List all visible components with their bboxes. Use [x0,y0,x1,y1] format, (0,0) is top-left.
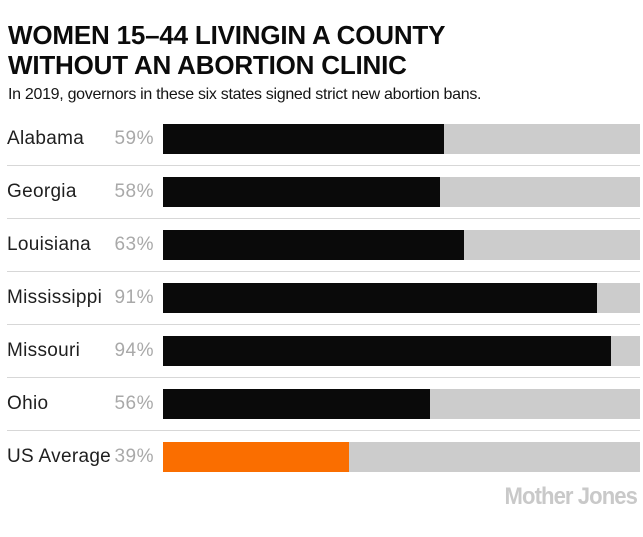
category-label: US Average [7,446,112,467]
category-label: Alabama [7,127,85,149]
chart-row: Missouri 94% [7,324,640,377]
bar-track [163,177,640,207]
bar-track [163,283,640,313]
bar-fill [163,336,612,366]
chart-card: WOMEN 15–44 LIVINGIN A COUNTY WITHOUT AN… [0,0,643,510]
chart-subtitle: In 2019, governors in these six states s… [8,86,482,103]
chart-row: US Average 39% [7,430,640,483]
bar-track [163,442,640,472]
chart-row: Ohio 56% [7,377,640,430]
bar-track [163,230,640,260]
bar-fill [163,283,598,313]
bar-track [163,389,640,419]
bar-fill [163,230,464,260]
chart-title: WOMEN 15–44 LIVINGIN A COUNTY WITHOUT AN… [8,20,635,80]
value-label: 59% [114,127,154,149]
value-label: 39% [114,446,154,467]
bar-fill [163,442,350,472]
chart-row: Louisiana 63% [7,218,640,271]
category-label: Ohio [7,393,49,414]
value-label: 91% [114,287,154,308]
chart-row: Georgia 58% [7,165,640,218]
bar-fill [163,123,445,154]
value-label: 63% [114,234,154,255]
chart-row: Alabama 59% [7,112,640,165]
chart-rows: Alabama 59% Georgia 58% Louisiana 63% Mississi… [0,112,643,483]
bar-fill [163,389,431,419]
value-label: 58% [114,181,154,202]
chart-title-line1: WOMEN 15–44 LIVINGIN A COUNTY [8,20,446,50]
value-label: 56% [114,393,154,414]
category-label: Mississippi [7,287,103,308]
chart-title-line2: WITHOUT AN ABORTION CLINIC [8,50,407,80]
motherjones-logo: Mother Jones [504,483,637,510]
chart-header: WOMEN 15–44 LIVINGIN A COUNTY WITHOUT AN… [0,0,643,104]
value-label: 94% [114,340,154,361]
category-label: Louisiana [7,234,92,255]
bar-fill [163,177,440,207]
chart-row: Mississippi 91% [7,271,640,324]
category-label: Georgia [7,181,77,202]
bar-track [163,336,640,366]
category-label: Missouri [7,340,81,361]
bar-track [163,123,640,154]
